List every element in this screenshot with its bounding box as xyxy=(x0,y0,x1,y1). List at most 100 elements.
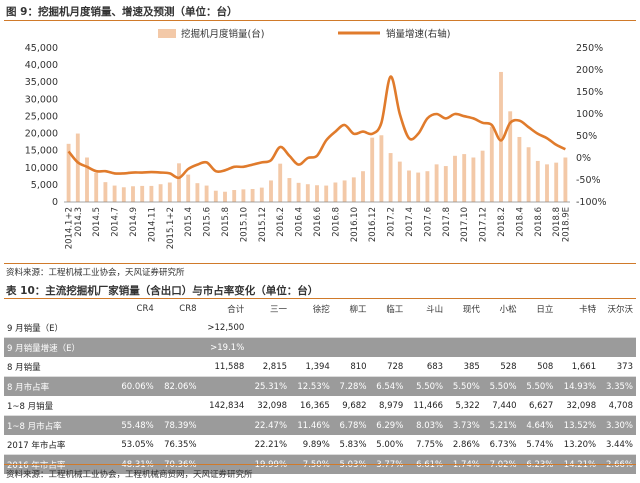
sales-bar xyxy=(305,184,310,202)
sales-bar xyxy=(517,136,522,202)
sales-bar xyxy=(425,171,430,202)
table-cell xyxy=(332,337,370,357)
left-tick-label: 0 xyxy=(52,197,58,208)
sales-bar xyxy=(351,177,356,202)
row-label: 2017 年市占率 xyxy=(4,435,114,455)
table-cell: 683 xyxy=(406,357,447,377)
sales-bar xyxy=(535,160,540,202)
table-cell: 5.83% xyxy=(332,435,370,455)
sales-bar xyxy=(75,133,80,202)
table-cell: 6.73% xyxy=(482,435,520,455)
row-label: 9 月销量（E） xyxy=(4,318,114,338)
table-cell xyxy=(519,337,557,357)
row-label: 9 月销量增速（E） xyxy=(4,337,114,357)
table-cell: 9,682 xyxy=(332,396,370,416)
growth-line xyxy=(67,75,566,180)
sales-bar xyxy=(471,157,476,202)
sales-bar xyxy=(342,180,347,202)
right-tick-label: 150% xyxy=(576,87,603,98)
table-cell xyxy=(290,318,333,338)
right-tick-label: 50% xyxy=(576,131,597,142)
x-tick-label: 2015.1+2 xyxy=(166,207,176,249)
table-cell: 528 xyxy=(482,357,520,377)
table-cell: 6.78% xyxy=(332,415,370,435)
x-tick-label: 2016.10 xyxy=(350,207,360,242)
table-cell: 徐挖 xyxy=(312,305,330,315)
table-cell xyxy=(482,318,520,338)
table-cell: 临工 xyxy=(386,305,404,315)
table-cell: 78.39% xyxy=(156,415,200,435)
right-tick-label: 100% xyxy=(576,109,603,120)
table-cell xyxy=(446,318,483,338)
table-cell: 4,708 xyxy=(599,396,636,416)
table-cell: 12.53% xyxy=(290,376,333,396)
left-tick-label: 45,000 xyxy=(25,43,58,54)
sales-bar xyxy=(480,150,485,202)
table-cell: 卡特 xyxy=(579,305,597,315)
table-cell xyxy=(369,318,407,338)
table-cell: 53.05% xyxy=(114,435,157,455)
x-tick-label: 2016.8 xyxy=(331,207,341,237)
sales-bar xyxy=(149,185,154,202)
table-cell xyxy=(114,357,157,377)
table-cell: 32,098 xyxy=(247,396,291,416)
x-tick-label: 2014.5 xyxy=(92,207,102,237)
table-cell: 9.89% xyxy=(290,435,333,455)
sales-bar xyxy=(333,182,338,202)
table-cell: 5.00% xyxy=(369,435,407,455)
sales-bar xyxy=(195,183,200,202)
table-cell xyxy=(599,318,636,338)
table-cell xyxy=(406,337,447,357)
sales-bar xyxy=(379,135,384,202)
x-tick-label: 2018.8 xyxy=(552,207,562,237)
table-cell xyxy=(114,396,157,416)
sales-bar xyxy=(296,182,301,202)
sales-bar xyxy=(370,137,375,202)
table-cell: 13.20% xyxy=(556,435,600,455)
sales-bar xyxy=(167,182,172,202)
table-cell xyxy=(599,337,636,357)
x-tick-label: 2017.2 xyxy=(387,207,397,237)
table-cell: 385 xyxy=(446,357,483,377)
left-tick-label: 30,000 xyxy=(25,94,58,105)
row-label xyxy=(4,300,114,318)
table-cell: 728 xyxy=(369,357,407,377)
title-rule xyxy=(4,20,636,21)
left-tick-label: 20,000 xyxy=(25,129,58,140)
x-tick-label: 2017.8 xyxy=(442,207,452,237)
right-tick-label: 0% xyxy=(576,153,591,164)
sales-bar xyxy=(269,180,273,202)
right-tick-label: 200% xyxy=(576,65,603,76)
sales-bar xyxy=(508,111,513,202)
table-cell: 1,394 xyxy=(290,357,333,377)
table-cell xyxy=(519,318,557,338)
x-tick-label: 2017.12 xyxy=(479,207,489,242)
table-cell: 11,588 xyxy=(199,357,248,377)
table-title-rule xyxy=(4,298,636,299)
table-cell: 373 xyxy=(599,357,636,377)
sales-bar xyxy=(66,143,71,202)
table-cell: 16,365 xyxy=(290,396,333,416)
figure-title: 图 9：挖掘机月度销量、增速及预测（单位：台） xyxy=(6,6,238,18)
table-cell: 3.44% xyxy=(599,435,636,455)
table-cell xyxy=(332,318,370,338)
x-tick-label: 2017.4 xyxy=(405,207,415,237)
table-cell: 合计 xyxy=(227,305,245,315)
table-row: 9 月销量（E） >12,500 xyxy=(4,318,636,338)
legend-line-label: 销量增速(右轴) xyxy=(386,28,450,40)
table-cell: CR4 xyxy=(136,304,154,314)
table-cell: 3.30% xyxy=(599,415,636,435)
table-row: 9 月销量增速（E） >19.1% xyxy=(4,337,636,357)
sales-bar xyxy=(416,172,421,202)
row-label: 8 月销量 xyxy=(4,357,114,377)
table-cell xyxy=(482,337,520,357)
table-cell xyxy=(199,376,248,396)
table-cell: 6,627 xyxy=(519,396,557,416)
table-cell: 76.35% xyxy=(156,435,200,455)
row-label: 1~8 月销量 xyxy=(4,396,114,416)
table-cell: 5.74% xyxy=(519,435,557,455)
x-tick-label: 2018.2 xyxy=(497,207,507,237)
table-row: 8 月销量 11,588 2,815 1,394 810 728 683 385 528 508 1… xyxy=(4,357,636,377)
table-cell: 55.48% xyxy=(114,415,157,435)
left-tick-label: 5,000 xyxy=(31,180,58,191)
